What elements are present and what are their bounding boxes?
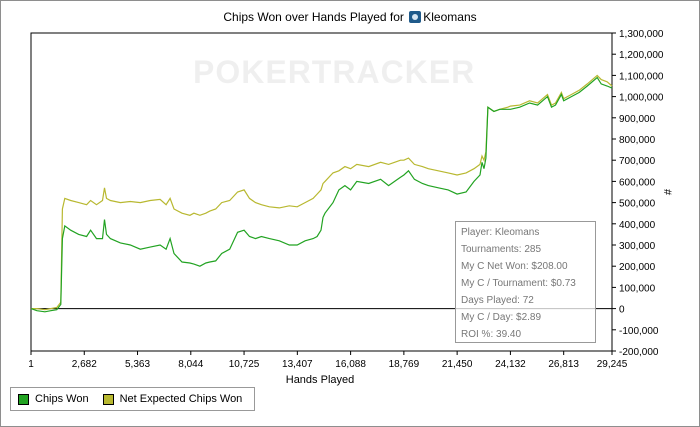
y-tick-label: 1,300,000: [619, 29, 664, 40]
stats-days-played: Days Played: 72: [461, 295, 534, 306]
y-tick-label: 100,000: [619, 283, 656, 294]
stats-box: Player: Kleomans Tournaments: 285 My C N…: [455, 221, 596, 343]
y-tick-label: 800,000: [619, 135, 656, 146]
x-tick-label: 29,245: [597, 359, 628, 370]
stats-tournaments: Tournaments: 285: [461, 244, 542, 255]
x-tick-label: 10,725: [229, 359, 260, 370]
x-tick-label: 1: [28, 359, 34, 370]
x-axis-label: Hands Played: [285, 374, 355, 386]
x-tick-label: 2,682: [72, 359, 97, 370]
x-tick-label: 16,088: [335, 359, 366, 370]
y-tick-label: 600,000: [619, 177, 656, 188]
x-tick-label: 24,132: [495, 359, 526, 370]
y-tick-label: 1,100,000: [619, 71, 664, 82]
stats-per-tournament: My C / Tournament: $0.73: [461, 278, 576, 289]
chart-title: Chips Won over Hands Played for Kleomans: [0, 10, 700, 24]
stats-player: Player: Kleomans: [461, 227, 540, 238]
y-tick-label: -100,000: [619, 326, 659, 337]
x-tick-label: 26,813: [548, 359, 579, 370]
x-tick-label: 21,450: [442, 359, 473, 370]
x-tick-label: 18,769: [389, 359, 420, 370]
stats-per-day: My C / Day: $2.89: [461, 312, 542, 323]
y-tick-label: 300,000: [619, 241, 656, 252]
y-tick-label: 900,000: [619, 114, 656, 125]
y-tick-label: 0: [619, 305, 625, 316]
chart-title-player: Kleomans: [423, 10, 477, 24]
y-tick-label: -200,000: [619, 347, 659, 358]
series-line-1: [31, 74, 613, 311]
legend: Chips Won Net Expected Chips Won: [10, 387, 255, 411]
legend-swatch-net-expected: [102, 393, 114, 405]
legend-swatch-chips-won: [18, 393, 29, 405]
y-tick-label: 700,000: [619, 156, 656, 167]
y-tick-label: 200,000: [619, 262, 656, 273]
x-tick-label: 5,363: [125, 359, 150, 370]
chart-title-text: Chips Won over Hands Played for: [223, 10, 404, 24]
player-avatar-icon: [409, 11, 422, 23]
pokertracker-watermark: POKERTRACKER: [193, 54, 476, 90]
y-axis-label: #: [661, 188, 674, 196]
x-tick-label: 8,044: [178, 359, 203, 370]
y-tick-label: 400,000: [619, 220, 656, 231]
stats-roi: ROI %: 39.40: [461, 329, 522, 340]
x-tick-label: 13,407: [282, 359, 313, 370]
legend-label-net-expected: Net Expected Chips Won: [119, 393, 243, 405]
y-tick-label: 1,000,000: [619, 93, 664, 104]
stats-net-won: My C Net Won: $208.00: [461, 261, 568, 272]
legend-label-chips-won: Chips Won: [35, 393, 89, 405]
legend-item-net-expected: Net Expected Chips Won: [102, 393, 243, 405]
y-tick-label: 500,000: [619, 199, 656, 210]
y-tick-label: 1,200,000: [619, 50, 664, 61]
plot-border: [30, 32, 613, 352]
series-line-0: [30, 76, 613, 313]
legend-item-chips-won: Chips Won: [18, 393, 89, 405]
